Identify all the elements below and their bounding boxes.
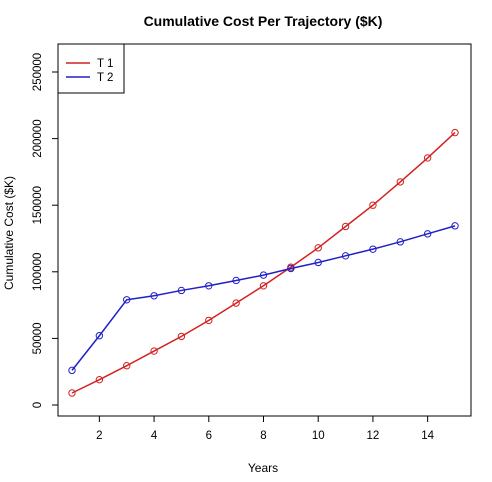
legend: T 1 T 2: [57, 43, 125, 94]
series-2-point: [314, 258, 322, 267]
series-2-point: [287, 264, 295, 273]
series-2-point: [341, 252, 350, 260]
y-axis-label: Cumulative Cost ($K): [2, 176, 16, 290]
x-tick-label: 14: [421, 430, 434, 442]
series-1-point: [123, 362, 131, 370]
series-1-point: [423, 154, 432, 162]
series-2-point: [177, 286, 186, 295]
y-tick-label: 250000: [32, 53, 44, 91]
y-axis: 0 50000 100000 150000 200000 250000: [32, 53, 58, 408]
legend-box: [57, 43, 125, 94]
y-tick-label: 200000: [32, 119, 44, 157]
series-line-1: [71, 132, 456, 394]
y-tick-label: 150000: [32, 186, 44, 224]
series-2-point: [451, 222, 459, 230]
series-2-point: [259, 271, 268, 279]
series-2-point: [232, 276, 240, 285]
series-1-point: [205, 316, 213, 325]
legend-label-t2: T 2: [97, 72, 113, 84]
series-layer: [68, 128, 459, 397]
series-2-point: [95, 332, 104, 340]
x-tick-label: 6: [206, 430, 212, 442]
series-1-point: [341, 222, 350, 231]
series-1-point: [396, 178, 404, 186]
x-axis: 2 4 6 8 10 12 14: [96, 416, 435, 442]
series-1-point: [232, 299, 240, 307]
series-1-point: [95, 375, 104, 384]
series-2-point: [205, 282, 213, 290]
series-line-2: [71, 225, 456, 371]
y-tick-label: 100000: [32, 253, 44, 291]
series-1-point: [314, 244, 322, 252]
series-1-point: [68, 389, 76, 397]
plot-area-frame: [57, 43, 472, 417]
x-tick-label: 10: [312, 430, 325, 442]
series-1-point: [150, 347, 158, 355]
x-tick-label: 2: [96, 430, 102, 442]
series-1-point: [369, 201, 377, 209]
series-2-point: [423, 230, 432, 238]
series-1-point: [177, 332, 186, 341]
series-2-point: [150, 292, 158, 300]
x-tick-label: 8: [260, 430, 266, 442]
series-1-point: [259, 282, 268, 290]
series-2-point: [68, 366, 76, 375]
y-tick-label: 50000: [32, 322, 44, 354]
x-tick-label: 12: [367, 430, 380, 442]
x-tick-label: 4: [151, 430, 158, 442]
series-1-point: [451, 128, 459, 137]
x-axis-label: Years: [248, 461, 278, 475]
series-2-point: [369, 245, 377, 253]
chart-title: Cumulative Cost Per Trajectory ($K): [144, 13, 383, 29]
series-2-point: [396, 238, 404, 246]
series-2-point: [123, 296, 131, 304]
legend-label-t1: T 1: [97, 58, 113, 70]
y-tick-label: 0: [32, 402, 44, 408]
